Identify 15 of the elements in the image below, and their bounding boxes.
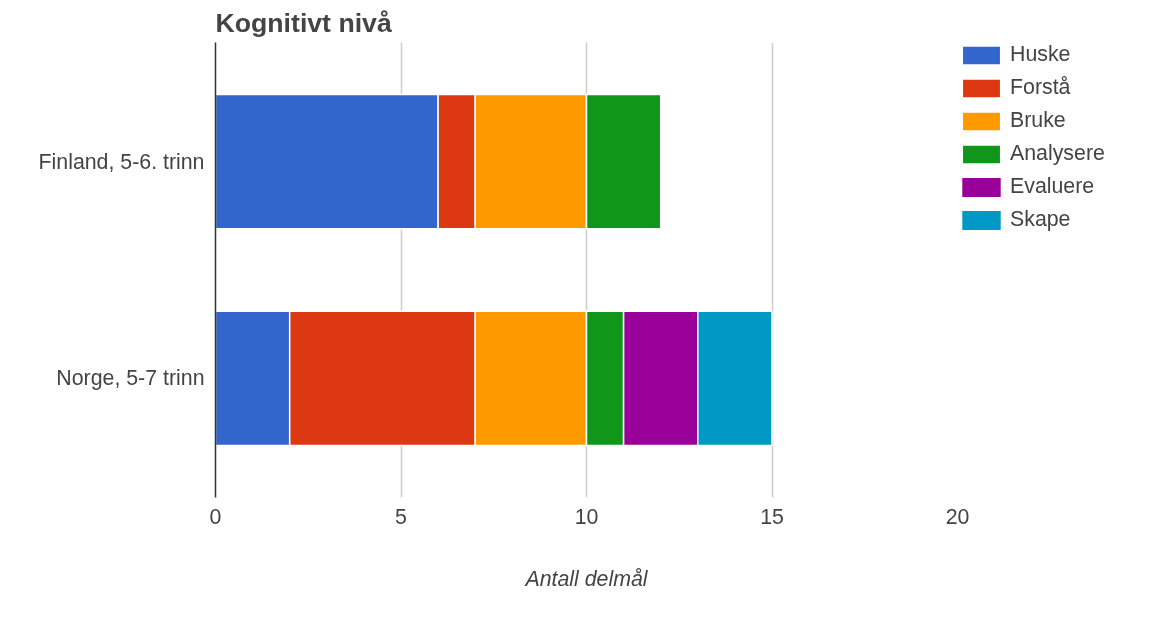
legend-label: Forstå: [1010, 75, 1072, 100]
y-tick-label: Norge, 5-7 trinn: [56, 366, 205, 391]
y-tick-label: Finland, 5-6. trinn: [38, 149, 205, 174]
x-tick-label: 0: [209, 504, 222, 529]
x-tick-label: 10: [574, 504, 599, 529]
legend-label: Evaluere: [1010, 174, 1096, 199]
legend-label: Huske: [1010, 42, 1072, 67]
legend-label: Skape: [1010, 207, 1072, 232]
x-tick-label: 20: [945, 504, 970, 529]
legend-label: Bruke: [1010, 108, 1067, 133]
legend-label: Analysere: [1010, 141, 1106, 166]
x-axis-title: Antall delmål: [523, 566, 649, 591]
chart-title: Kognitivt nivå: [215, 7, 392, 38]
x-tick-label: 15: [760, 504, 784, 529]
x-tick-label: 5: [395, 504, 407, 529]
